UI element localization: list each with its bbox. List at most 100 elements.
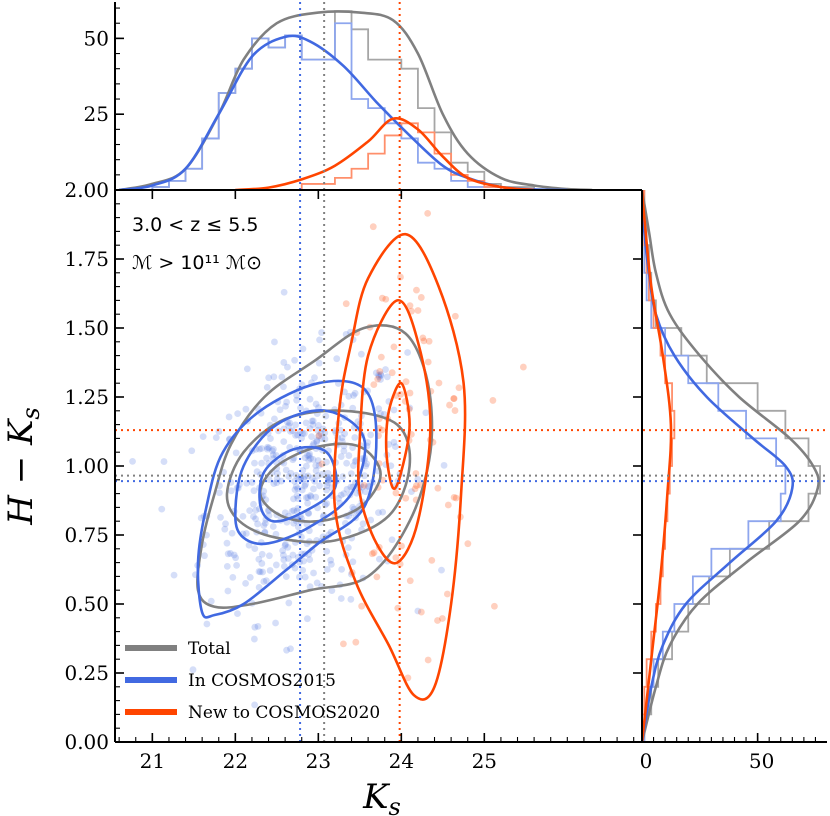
- scatter-point-cosmos2015: [201, 552, 208, 560]
- scatter-point-cosmos2015: [265, 444, 273, 452]
- scatter-point-cosmos2015: [307, 492, 314, 499]
- scatter-point-cosmos2015: [361, 472, 368, 480]
- scatter-point-cosmos2015: [279, 547, 287, 555]
- scatter-point-cosmos2015: [223, 562, 231, 570]
- contour-new-to-cosmos2020: [356, 299, 432, 565]
- ticks-layer: 21 22 23 24 25 0.00 0.25 0.50 0.75 1.00 1.25 1.50 1.…: [64, 7, 816, 773]
- scatter-point-cosmos2015: [265, 552, 273, 560]
- scatter-point-cosmos2015: [350, 462, 357, 470]
- scatter-point-cosmos2015: [224, 587, 232, 595]
- scatter-point-cosmos2020: [352, 638, 360, 646]
- contour-total: [225, 409, 412, 544]
- scatter-point-cosmos2015: [271, 338, 278, 346]
- scatter-point-cosmos2015: [338, 565, 346, 573]
- scatter-point-cosmos2020: [406, 302, 414, 309]
- scatter-point-cosmos2020: [402, 494, 410, 502]
- scatter-point-cosmos2015: [317, 429, 325, 437]
- scatter-point-cosmos2015: [310, 569, 317, 577]
- scatter-point-cosmos2020: [340, 640, 347, 648]
- scatter-point-cosmos2015: [307, 455, 314, 462]
- scatter-point-cosmos2015: [309, 417, 317, 425]
- scatter-point-cosmos2015: [258, 459, 265, 467]
- scatter-point-cosmos2015: [340, 447, 348, 455]
- scatter-point-cosmos2015: [274, 470, 281, 478]
- scatter-point-cosmos2015: [307, 493, 315, 501]
- y-tick-label: 0.25: [64, 661, 109, 685]
- scatter-point-cosmos2015: [404, 349, 412, 356]
- scatter-point-cosmos2015: [272, 561, 280, 569]
- scatter-point-cosmos2015: [323, 482, 331, 489]
- contour-new-to-cosmos2020: [384, 381, 411, 491]
- scatter-point-cosmos2015: [390, 438, 398, 446]
- scatter-point-cosmos2015: [251, 545, 259, 553]
- legend-label-total: Total: [188, 639, 231, 659]
- scatter-point-cosmos2020: [417, 294, 425, 301]
- legend: Total In COSMOS2015 New to COSMOS2020: [125, 639, 380, 723]
- scatter-point-cosmos2020: [450, 395, 458, 403]
- scatter-point-cosmos2020: [370, 381, 378, 389]
- scatter-point-cosmos2015: [296, 573, 303, 581]
- scatter-point-cosmos2015: [280, 359, 288, 366]
- scatter-point-cosmos2015: [252, 515, 259, 523]
- scatter-point-cosmos2020: [390, 343, 398, 351]
- scatter-point-cosmos2015: [212, 434, 220, 442]
- y-tick-label: 1.25: [64, 385, 109, 409]
- scatter-point-cosmos2015: [282, 540, 289, 548]
- scatter-point-cosmos2015: [263, 445, 271, 453]
- scatter-point-cosmos2020: [424, 358, 432, 366]
- scatter-point-cosmos2015: [255, 583, 263, 591]
- scatter-point-cosmos2015: [306, 450, 314, 458]
- right-x-tick-label: 50: [749, 749, 774, 773]
- scatter-point-cosmos2015: [363, 460, 371, 468]
- scatter-point-cosmos2015: [242, 580, 249, 587]
- scatter-point-cosmos2020: [450, 493, 458, 501]
- scatter-point-cosmos2015: [291, 564, 299, 572]
- scatter-point-cosmos2015: [375, 509, 382, 517]
- scatter-point-cosmos2020: [451, 407, 459, 414]
- scatter-point-cosmos2015: [327, 560, 335, 568]
- scatter-point-cosmos2015: [351, 458, 359, 465]
- y-tick-label: 0.75: [64, 523, 109, 547]
- x-tick-label: 25: [472, 749, 497, 773]
- scatter-point-cosmos2015: [290, 495, 297, 503]
- scatter-point-cosmos2015: [347, 470, 355, 478]
- scatter-point-cosmos2015: [281, 542, 289, 549]
- scatter-point-cosmos2015: [310, 485, 317, 493]
- scatter-point-cosmos2015: [256, 445, 263, 453]
- scatter-point-cosmos2015: [327, 556, 335, 564]
- right-histogram-layer: [642, 190, 821, 742]
- scatter-point-cosmos2015: [287, 645, 294, 653]
- scatter-point-cosmos2015: [272, 619, 279, 627]
- scatter-point-cosmos2015: [290, 507, 298, 514]
- scatter-point-cosmos2020: [464, 540, 472, 548]
- scatter-point-cosmos2015: [280, 288, 288, 296]
- scatter-point-cosmos2015: [262, 577, 270, 585]
- scatter-point-cosmos2015: [377, 376, 384, 383]
- scatter-point-cosmos2015: [313, 437, 321, 444]
- scatter-point-cosmos2015: [315, 422, 322, 429]
- scatter-point-cosmos2015: [304, 451, 311, 459]
- scatter-point-cosmos2015: [252, 506, 260, 514]
- scatter-point-cosmos2015: [347, 483, 355, 491]
- scatter-point-cosmos2015: [359, 483, 366, 491]
- scatter-point-cosmos2020: [444, 501, 452, 509]
- scatter-point-cosmos2015: [312, 400, 320, 408]
- scatter-point-cosmos2015: [280, 438, 288, 446]
- scatter-point-cosmos2015: [273, 479, 281, 487]
- scatter-point-cosmos2015: [278, 373, 286, 381]
- scatter-point-cosmos2020: [434, 484, 442, 492]
- scatter-point-cosmos2015: [299, 345, 307, 353]
- scatter-point-cosmos2015: [246, 507, 254, 515]
- annotation-mass: ℳ > 10¹¹ ℳ⊙: [132, 252, 262, 274]
- scatter-point-cosmos2020: [519, 363, 527, 371]
- top-kde: [235, 117, 535, 190]
- scatter-point-cosmos2015: [264, 443, 271, 451]
- scatter-point-cosmos2015: [367, 516, 375, 524]
- scatter-point-cosmos2015: [246, 573, 254, 581]
- scatter-point-cosmos2015: [266, 567, 274, 574]
- scatter-point-cosmos2020: [413, 482, 420, 490]
- scatter-point-cosmos2015: [314, 457, 322, 464]
- scatter-point-cosmos2015: [337, 491, 345, 499]
- scatter-point-cosmos2015: [294, 504, 302, 512]
- scatter-point-cosmos2020: [424, 656, 432, 664]
